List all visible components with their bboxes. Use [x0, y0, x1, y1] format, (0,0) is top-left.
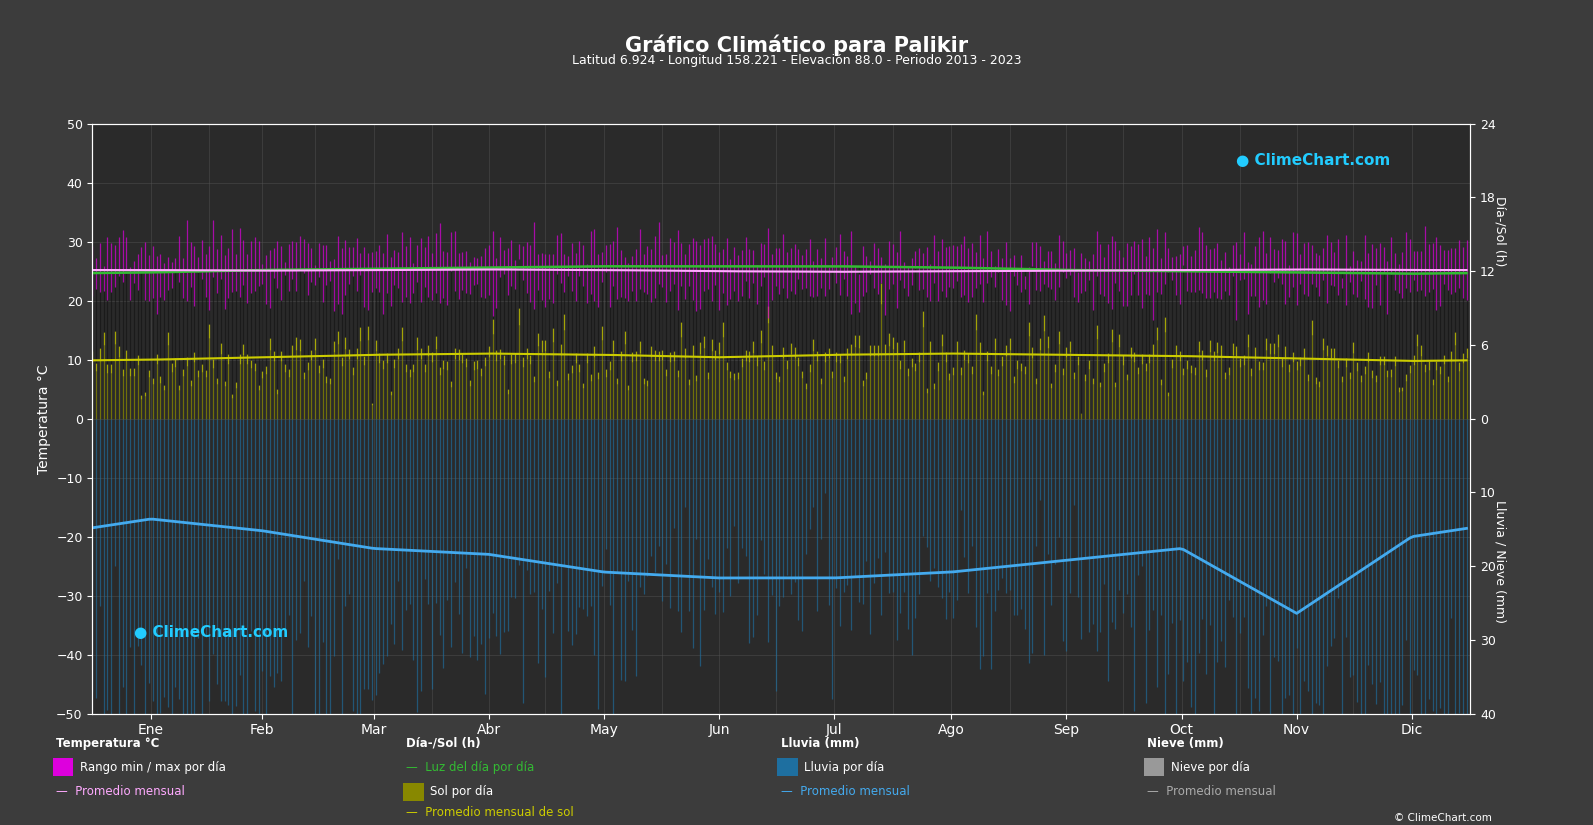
Text: Día-/Sol (h): Día-/Sol (h): [1493, 196, 1507, 266]
Text: Lluvia por día: Lluvia por día: [804, 761, 884, 774]
Text: —  Promedio mensual: — Promedio mensual: [56, 785, 185, 799]
Text: Nieve (mm): Nieve (mm): [1147, 737, 1223, 750]
Y-axis label: Temperatura °C: Temperatura °C: [37, 364, 51, 474]
Text: Temperatura °C: Temperatura °C: [56, 737, 159, 750]
Text: Sol por día: Sol por día: [430, 785, 494, 799]
Text: ● ClimeChart.com: ● ClimeChart.com: [134, 625, 288, 640]
Text: —  Promedio mensual de sol: — Promedio mensual de sol: [406, 806, 573, 819]
Text: Rango min / max por día: Rango min / max por día: [80, 761, 226, 774]
Text: —  Luz del día por día: — Luz del día por día: [406, 761, 535, 774]
Text: © ClimeChart.com: © ClimeChart.com: [1394, 813, 1491, 823]
Text: —  Promedio mensual: — Promedio mensual: [781, 785, 910, 799]
Text: Latitud 6.924 - Longitud 158.221 - Elevación 88.0 - Periodo 2013 - 2023: Latitud 6.924 - Longitud 158.221 - Eleva…: [572, 54, 1021, 67]
Text: Gráfico Climático para Palikir: Gráfico Climático para Palikir: [624, 35, 969, 56]
Text: Día-/Sol (h): Día-/Sol (h): [406, 737, 481, 750]
Text: ● ClimeChart.com: ● ClimeChart.com: [1236, 153, 1391, 168]
Text: Lluvia (mm): Lluvia (mm): [781, 737, 859, 750]
Text: Nieve por día: Nieve por día: [1171, 761, 1251, 774]
Text: Lluvia / Nieve (mm): Lluvia / Nieve (mm): [1493, 499, 1507, 623]
Text: —  Promedio mensual: — Promedio mensual: [1147, 785, 1276, 799]
